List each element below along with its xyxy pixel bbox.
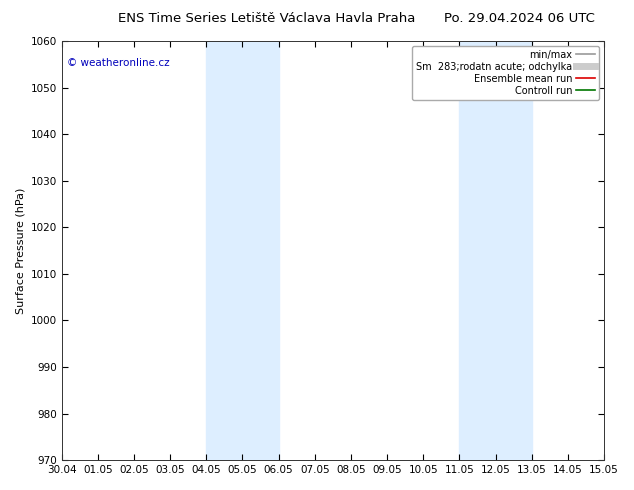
- Text: ENS Time Series Letiště Václava Havla Praha: ENS Time Series Letiště Václava Havla Pr…: [117, 12, 415, 25]
- Legend: min/max, Sm  283;rodatn acute; odchylka, Ensemble mean run, Controll run: min/max, Sm 283;rodatn acute; odchylka, …: [412, 46, 599, 99]
- Text: © weatheronline.cz: © weatheronline.cz: [67, 58, 170, 68]
- Bar: [206, 41, 279, 460]
- Bar: [460, 41, 532, 460]
- Y-axis label: Surface Pressure (hPa): Surface Pressure (hPa): [15, 187, 25, 314]
- Text: Po. 29.04.2024 06 UTC: Po. 29.04.2024 06 UTC: [444, 12, 595, 25]
